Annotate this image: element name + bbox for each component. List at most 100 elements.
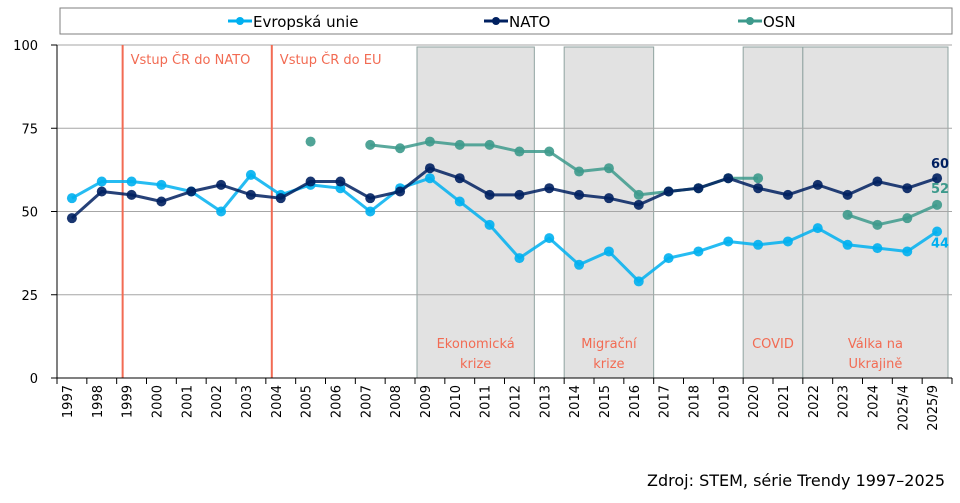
data-point [932,173,943,184]
data-point [574,166,585,177]
x-tick-label: 2003 [240,385,255,418]
data-point [156,179,167,190]
data-point [693,246,704,257]
data-point [275,193,286,204]
x-tick-label: 2010 [449,385,464,418]
x-tick-label: 2001 [180,385,195,418]
labels: Ekonomická krize Migrační krize COVID Válka n… [131,52,949,372]
legend-label: OSN [763,13,796,31]
data-point [424,163,435,174]
data-point [96,186,107,197]
x-tick-label: 2023 [837,385,852,418]
period-region [802,46,949,379]
data-point [633,199,644,210]
gridlines [57,44,952,296]
data-point [484,139,495,150]
x-tick-label: 1998 [91,385,106,418]
data-point [126,176,137,187]
data-point [842,189,853,200]
x-tick-label: 2022 [807,385,822,418]
y-tick-label: 25 [21,289,38,304]
y-tick-label: 50 [21,206,38,221]
period-label: Ekonomická [437,337,515,352]
data-point [126,189,137,200]
event-label: Vstup ČR do NATO [131,52,251,68]
data-point [424,173,435,184]
data-point [245,189,256,200]
period-region [742,46,804,379]
data-point [395,143,406,154]
data-point [872,219,883,230]
data-point [365,193,376,204]
series-line-osn [847,203,938,227]
data-point [633,189,644,200]
data-point [156,196,167,207]
x-tick-label: 2015 [598,385,613,418]
x-tick-label: 2013 [538,385,553,418]
data-point [842,209,853,220]
data-point [932,199,943,210]
data-point [723,236,734,247]
data-point [633,276,644,287]
x-tick-label: 2011 [479,385,494,418]
data-point [365,206,376,217]
data-point [902,213,913,224]
data-point [872,176,883,187]
period-label: COVID [752,337,794,352]
x-tick-label: 2016 [628,385,643,418]
data-point [932,226,943,237]
end-value-label: 44 [931,236,949,251]
data-point [603,246,614,257]
period-label: Migrační [581,337,637,352]
series [66,136,943,287]
x-tick-label: 2021 [777,385,792,418]
data-point [753,239,764,250]
data-point [305,136,316,147]
data-point [454,173,465,184]
period-label: krize [593,357,624,372]
legend-marker-icon [746,17,754,25]
data-point [216,206,227,217]
period-label: krize [460,357,491,372]
x-tick-label: 2012 [508,385,523,418]
data-point [574,189,585,200]
x-tick-label: 2000 [150,385,165,418]
period-label: Ukrajině [849,357,903,372]
data-point [902,246,913,257]
data-point [335,176,346,187]
data-point [454,139,465,150]
legend-marker-icon [236,17,244,25]
data-point [603,163,614,174]
y-tick-label: 75 [21,122,38,137]
data-point [514,146,525,157]
data-point [424,136,435,147]
x-tick-label: 2025/9 [926,385,941,431]
legend-label: NATO [509,13,550,31]
end-value-label: 52 [931,182,949,197]
x-tick-label: 2007 [359,385,374,418]
x-tick-label: 2024 [866,385,881,418]
x-tick-label: 2002 [210,385,225,418]
end-value-label: 60 [931,157,949,172]
period-region [563,46,655,379]
data-point [186,186,197,197]
x-tick-label: 1997 [61,385,76,418]
x-tick-label: 2019 [717,385,732,418]
data-point [245,169,256,180]
data-point [305,176,316,187]
data-point [574,259,585,270]
x-tick-label: 2014 [568,385,583,418]
data-point [753,183,764,194]
series-line-evropská-unie [71,173,938,283]
data-point [603,193,614,204]
period-label: Válka na [848,337,903,352]
data-point [782,189,793,200]
x-tick-label: 2006 [329,385,344,418]
x-tick-label: 2005 [300,385,315,418]
x-tick-label: 2009 [419,385,434,418]
x-tick-label: 2025/4 [896,385,911,431]
data-point [216,179,227,190]
series-line-nato [70,166,938,220]
data-point [753,173,764,184]
